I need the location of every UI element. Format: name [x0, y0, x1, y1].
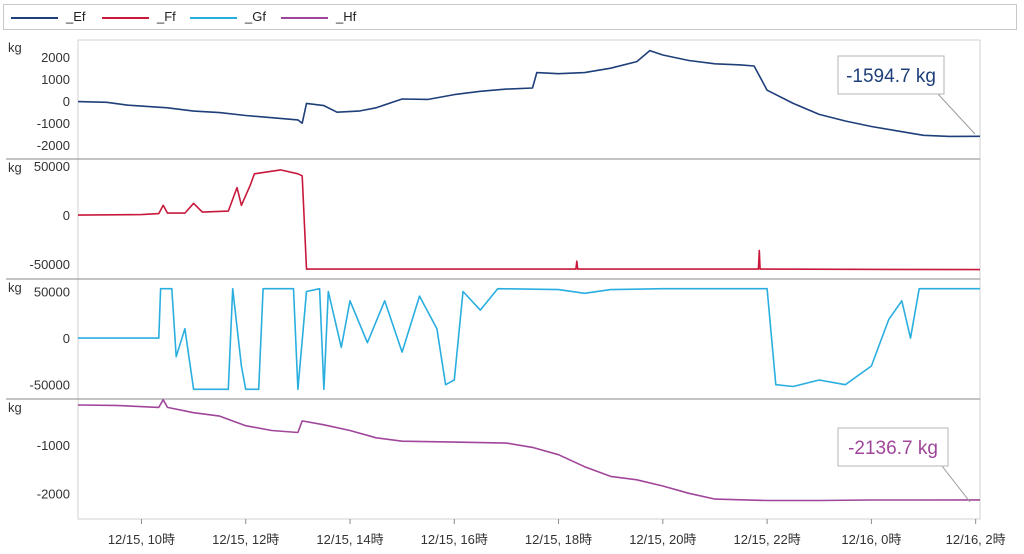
y-tick-label: 50000: [34, 159, 70, 174]
x-tick-label: 12/16, 2時: [946, 532, 1006, 547]
x-tick-label: 12/15, 16時: [421, 532, 488, 547]
callout-leader: [941, 465, 971, 503]
y-tick-label: 0: [63, 94, 70, 109]
y-tick-label: -2000: [37, 486, 70, 501]
x-tick-label: 12/15, 20時: [629, 532, 696, 547]
panel-ef: kg 2000 1000 0 -1000 -2000 -1594.7 kg: [8, 40, 981, 153]
panel-hf: kg -1000 -2000 -2136.7 kg: [6, 398, 981, 503]
y-unit-label: kg: [8, 160, 22, 175]
y-tick-label: 1000: [41, 72, 70, 87]
chart-legend: _Ef _Ff _Gf _Hf: [3, 4, 1017, 30]
y-tick-label: -1000: [37, 116, 70, 131]
value-callout-box: [837, 55, 945, 95]
legend-line-ef: [11, 17, 58, 19]
y-tick-label: 0: [63, 208, 70, 223]
y-unit-label: kg: [8, 280, 22, 295]
series-line-hf[interactable]: [77, 398, 981, 502]
series-line-ff[interactable]: [77, 169, 981, 271]
y-unit-label: kg: [8, 400, 22, 415]
y-unit-label: kg: [8, 40, 22, 55]
value-callout-text: -2136.7 kg: [848, 438, 938, 459]
x-tick-label: 12/15, 22時: [733, 532, 800, 547]
x-tick-label: 12/16, 0時: [841, 532, 901, 547]
y-tick-label: -1000: [37, 438, 70, 453]
y-tick-label: 0: [63, 331, 70, 346]
y-tick-label: -2000: [37, 138, 70, 153]
value-callout-text: -1594.7 kg: [846, 66, 936, 87]
x-tick-label: 12/15, 18時: [525, 532, 592, 547]
panel-gf: kg 50000 0 -50000: [6, 278, 980, 393]
x-tick-label: 12/15, 12時: [212, 532, 279, 547]
legend-label-ff: _Ff: [157, 9, 176, 24]
value-callout-box: [837, 427, 949, 467]
callout-leader: [937, 93, 976, 135]
legend-label-ef: _Ef: [66, 9, 86, 24]
x-axis: 12/15, 10時 12/15, 12時 12/15, 14時 12/15, 16時…: [108, 519, 1006, 547]
legend-label-hf: _Hf: [336, 9, 357, 24]
series-line-ef[interactable]: [77, 49, 981, 138]
x-tick-label: 12/15, 10時: [108, 532, 175, 547]
legend-line-gf: [190, 17, 237, 19]
y-tick-label: 2000: [41, 50, 70, 65]
y-tick-label: -50000: [30, 378, 70, 393]
legend-label-gf: _Gf: [245, 9, 266, 24]
legend-line-ff: [102, 17, 149, 19]
legend-line-hf: [281, 17, 328, 19]
y-tick-label: 50000: [34, 284, 70, 299]
y-tick-label: -50000: [30, 257, 70, 272]
panel-ff: kg 50000 0 -50000: [6, 158, 981, 272]
series-line-gf[interactable]: [78, 287, 980, 391]
x-tick-label: 12/15, 14時: [316, 532, 383, 547]
